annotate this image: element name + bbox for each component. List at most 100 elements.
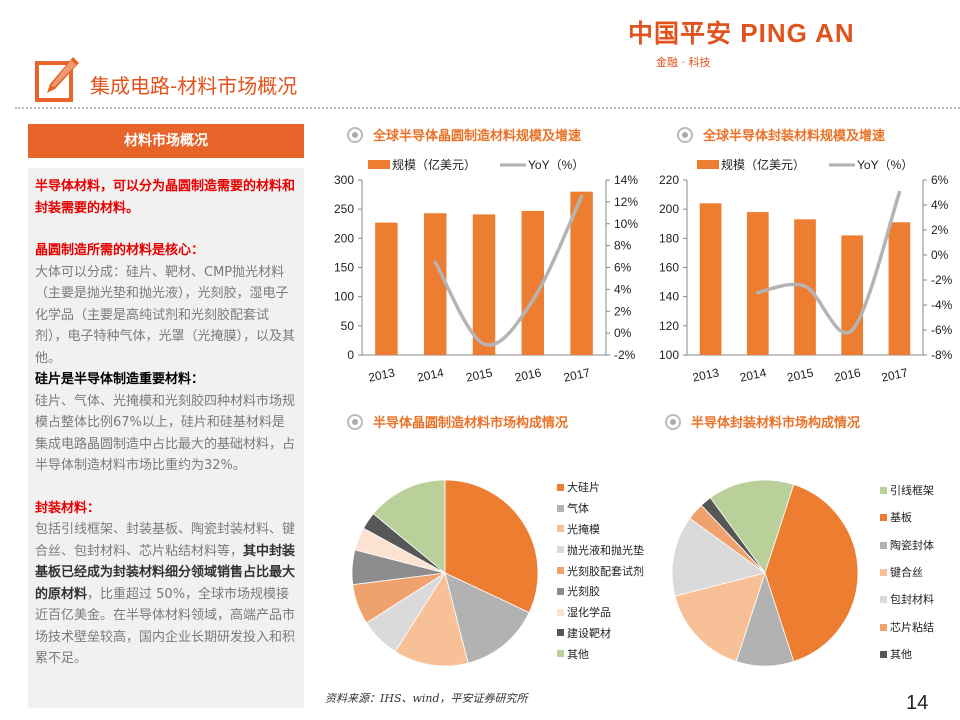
legend-item: 基板 — [880, 504, 934, 531]
page-number: 14 — [906, 692, 929, 714]
package-pie-title-text: 半导体封装材料市场构成情况 — [691, 416, 861, 431]
package-heading: 封装材料： — [35, 500, 101, 516]
legend-item: 建设靶材 — [557, 623, 644, 644]
package-body-bold: 其中封装基板已经成为封装材料细分领域销售占比最大的原材料 — [35, 543, 296, 602]
package-material-pie-chart — [671, 479, 859, 667]
legend-swatch — [880, 650, 887, 658]
legend-label: 引线框架 — [890, 484, 934, 498]
legend-swatch — [557, 567, 564, 575]
svg-text:200: 200 — [334, 231, 354, 245]
svg-text:0: 0 — [347, 348, 354, 362]
header-divider — [15, 107, 960, 109]
legend-label: 气体 — [567, 502, 589, 516]
svg-text:0%: 0% — [614, 326, 632, 340]
legend-swatch — [880, 514, 887, 522]
legend-item: 湿化学品 — [557, 602, 644, 623]
bar-2015 — [472, 214, 496, 355]
yoy-line — [433, 194, 584, 347]
legend-swatch — [557, 608, 564, 616]
svg-text:2017: 2017 — [562, 365, 591, 384]
legend-label: 建设靶材 — [567, 626, 611, 640]
svg-text:50: 50 — [341, 319, 355, 333]
wafer-bar-chart-title: 全球半导体晶圆制造材料规模及增速 — [347, 125, 581, 144]
legend-swatch — [880, 569, 887, 577]
wafer-material-pie-chart — [351, 479, 539, 667]
svg-text:6%: 6% — [614, 261, 632, 275]
silicon-body: 硅片、气体、光掩模和光刻胶四种材料市场规模占整体比例67%以上，硅片和硅基材料是… — [35, 393, 296, 474]
svg-text:120: 120 — [659, 319, 679, 333]
legend-label: 大硅片 — [567, 481, 600, 495]
bar-2017 — [570, 191, 593, 355]
legend-item: 光掩模 — [557, 519, 644, 540]
silicon-heading: 硅片是半导体制造重要材料： — [35, 372, 205, 387]
svg-text:规模（亿美元）: 规模（亿美元） — [721, 157, 805, 172]
svg-text:180: 180 — [659, 231, 679, 245]
legend-item: 光刻胶 — [557, 581, 644, 602]
logo-cn: 中国平安 — [628, 20, 733, 48]
pie-slice — [674, 572, 766, 662]
svg-text:2016: 2016 — [513, 365, 542, 384]
wafer-body: 大体可以分成：硅片、靶材、CMP抛光材料（主要是抛光垫和抛光液），光刻胶，湿电子… — [35, 264, 296, 366]
legend-swatch — [557, 483, 564, 491]
svg-text:160: 160 — [659, 261, 679, 275]
package-bar-chart-title: 全球半导体封装材料规模及增速 — [677, 125, 885, 144]
wafer-bar-title-text: 全球半导体晶圆制造材料规模及增速 — [373, 129, 582, 144]
bar-2013 — [375, 222, 398, 355]
legend-label: 其他 — [567, 647, 589, 661]
legend-item: 其他 — [880, 641, 934, 668]
svg-text:2013: 2013 — [691, 365, 720, 384]
wafer-pie-legend: 大硅片 气体 光掩模 抛光液和抛光垫 光刻胶配套试剂 光刻胶 湿化学品 建设靶材 其他 — [557, 477, 644, 664]
legend-label: 湿化学品 — [567, 606, 611, 620]
chart-legend: 规模（亿美元） YoY（%） — [697, 157, 913, 172]
svg-text:2014: 2014 — [738, 365, 767, 384]
svg-text:2017: 2017 — [880, 365, 909, 384]
legend-label: 其他 — [890, 647, 912, 661]
package-material-bar-chart: 规模（亿美元） YoY（%） 100 120 140 160 180 200 220 -8% -6%… — [659, 157, 953, 385]
legend-swatch — [557, 587, 564, 595]
svg-text:250: 250 — [334, 202, 354, 216]
legend-item: 大硅片 — [557, 477, 644, 498]
svg-text:4%: 4% — [614, 282, 632, 296]
svg-text:-2%: -2% — [931, 273, 953, 287]
svg-text:规模（亿美元）: 规模（亿美元） — [392, 157, 476, 172]
legend-item: 陶瓷封体 — [880, 532, 934, 559]
package-pie-chart-title: 半导体封装材料市场构成情况 — [665, 412, 860, 431]
legend-swatch — [880, 596, 887, 604]
legend-label: 芯片粘结 — [890, 620, 934, 634]
legend-swatch — [880, 541, 887, 549]
yoy-line — [756, 190, 902, 335]
wafer-heading: 晶圆制造所需的材料是核心： — [35, 243, 205, 258]
panel-body: 半导体材料，可以分为晶圆制造需要的材料和封装需要的材料。 晶圆制造所需的材料是核… — [28, 168, 304, 708]
legend-item: 芯片粘结 — [880, 613, 934, 640]
panel-title: 材料市场概况 — [28, 124, 304, 158]
pie-slice — [372, 479, 446, 574]
legend-swatch — [557, 650, 564, 658]
svg-text:YoY（%）: YoY（%） — [857, 158, 913, 172]
svg-text:12%: 12% — [614, 195, 638, 209]
page-title: 集成电路-材料市场概况 — [90, 74, 298, 98]
legend-item: 气体 — [557, 498, 644, 519]
pie-slice — [764, 484, 859, 662]
svg-text:8%: 8% — [614, 239, 632, 253]
pie-slice — [394, 572, 469, 667]
legend-item: 引线框架 — [880, 477, 934, 504]
svg-text:4%: 4% — [931, 198, 949, 212]
svg-text:2015: 2015 — [465, 365, 494, 384]
radio-bullet-icon — [347, 126, 363, 143]
bar-2016 — [841, 235, 864, 355]
chart-legend: 规模（亿美元） YoY（%） — [368, 157, 584, 172]
legend-swatch — [880, 487, 887, 495]
svg-text:140: 140 — [659, 290, 679, 304]
legend-swatch — [880, 623, 887, 631]
svg-text:2013: 2013 — [367, 365, 396, 384]
pie-slice — [444, 479, 539, 614]
bar-2016 — [521, 210, 545, 355]
package-pie-legend: 引线框架 基板 陶瓷封体 键合丝 包封材料 芯片粘结 其他 — [880, 477, 934, 668]
legend-label: 陶瓷封体 — [890, 538, 934, 552]
svg-text:150: 150 — [334, 261, 354, 275]
wafer-pie-chart-title: 半导体晶圆制造材料市场构成情况 — [347, 412, 568, 431]
legend-label: 包封材料 — [890, 593, 934, 607]
svg-text:2014: 2014 — [416, 365, 445, 384]
svg-text:100: 100 — [659, 348, 679, 362]
svg-text:6%: 6% — [931, 173, 949, 187]
